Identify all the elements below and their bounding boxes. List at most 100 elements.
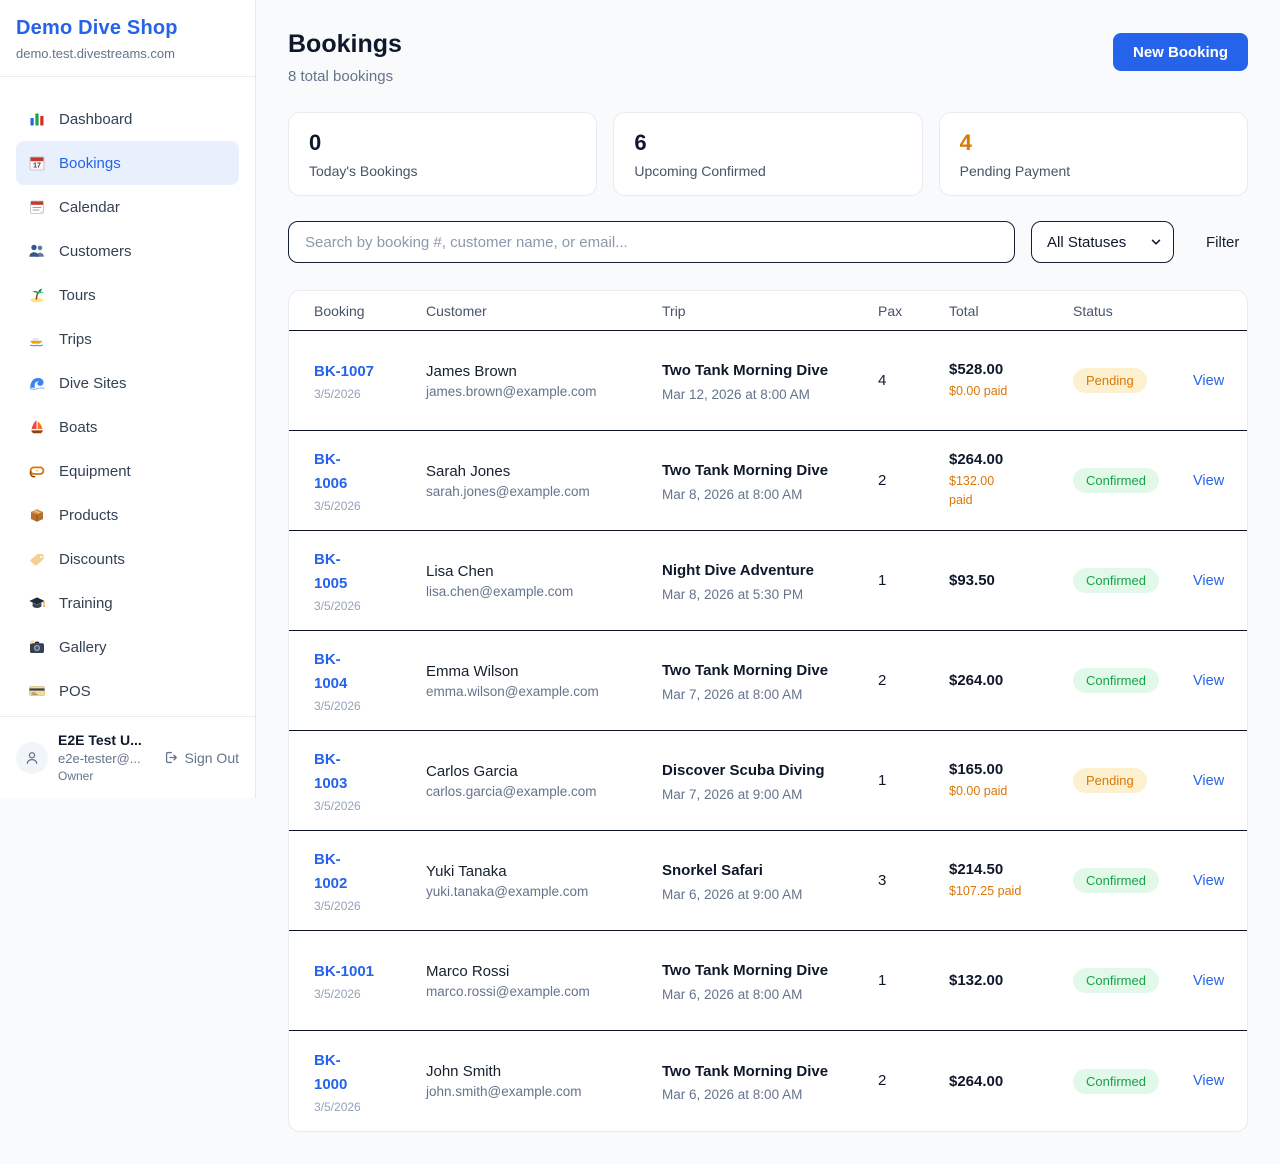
view-link[interactable]: View: [1193, 372, 1225, 389]
trip-cell: Two Tank Morning Dive Mar 7, 2026 at 8:00…: [662, 659, 878, 701]
status-cell: Confirmed: [1073, 668, 1193, 693]
sidebar-item-discounts[interactable]: Discounts: [16, 537, 239, 581]
trip-name: Night Dive Adventure: [662, 562, 814, 580]
actions-cell: View: [1193, 1072, 1247, 1090]
table-header-row: Booking Customer Trip Pax Total Status: [289, 291, 1247, 331]
customer-cell: Lisa Chen lisa.chen@example.com: [426, 563, 662, 599]
pax-value: 1: [878, 971, 887, 989]
customer-cell: John Smith john.smith@example.com: [426, 1063, 662, 1099]
customer-cell: Carlos Garcia carlos.garcia@example.com: [426, 763, 662, 799]
sidebar-item-pos[interactable]: POS: [16, 669, 239, 713]
status-select[interactable]: All Statuses: [1031, 221, 1174, 263]
customers-icon: [28, 242, 46, 260]
customer-name: John Smith: [426, 1063, 502, 1080]
sidebar-item-label: Customers: [59, 242, 132, 260]
sidebar-item-trips[interactable]: Trips: [16, 317, 239, 361]
main-content: Bookings 8 total bookings New Booking 0 …: [256, 0, 1280, 1164]
actions-cell: View: [1193, 372, 1247, 390]
booking-id-link[interactable]: BK-1001: [314, 963, 375, 980]
status-badge: Pending: [1073, 368, 1147, 393]
column-header-trip: Trip: [662, 302, 686, 319]
new-booking-button[interactable]: New Booking: [1112, 33, 1248, 71]
total-amount: $132.00: [949, 972, 1004, 989]
stat-label: Upcoming Confirmed: [634, 163, 766, 179]
status-cell: Confirmed: [1073, 1068, 1193, 1094]
booking-cell: BK-1007 3/5/2026: [314, 360, 426, 401]
table-row: BK- 1004 3/5/2026 Emma Wilson emma.wilson@ex…: [289, 631, 1247, 731]
trip-datetime: Mar 8, 2026 at 5:30 PM: [662, 586, 804, 602]
booking-id-link[interactable]: BK- 1006: [314, 451, 348, 492]
total-amount: $264.00: [949, 672, 1004, 689]
booking-id-link[interactable]: BK-1007: [314, 363, 375, 380]
trip-name: Two Tank Morning Dive: [662, 662, 829, 680]
stat-card-todays-bookings: 0 Today's Bookings: [288, 112, 598, 196]
stat-card-pending-payment: 4 Pending Payment: [938, 112, 1248, 196]
filter-button[interactable]: Filter: [1206, 233, 1240, 251]
booking-id-link[interactable]: BK- 1002: [314, 851, 348, 892]
view-link[interactable]: View: [1193, 972, 1225, 989]
sidebar-item-bookings[interactable]: 17 Bookings: [16, 141, 239, 185]
sidebar-item-customers[interactable]: Customers: [16, 229, 239, 273]
sidebar-item-calendar[interactable]: Calendar: [16, 185, 239, 229]
booking-cell: BK- 1004 3/5/2026: [314, 648, 426, 713]
booking-id-link[interactable]: BK- 1000: [314, 1051, 348, 1093]
customer-email: carlos.garcia@example.com: [426, 783, 597, 799]
total-cell: $264.00: [949, 1073, 1073, 1090]
trip-name: Two Tank Morning Dive: [662, 462, 829, 480]
tours-icon: [28, 286, 46, 304]
booking-id-link[interactable]: BK- 1003: [314, 751, 348, 792]
status-cell: Pending: [1073, 768, 1193, 793]
dive-sites-icon: [28, 374, 46, 392]
trip-datetime: Mar 8, 2026 at 8:00 AM: [662, 486, 803, 502]
trip-cell: Two Tank Morning Dive Mar 8, 2026 at 8:00…: [662, 459, 878, 501]
pax-cell: 1: [878, 972, 949, 990]
sign-out-button[interactable]: Sign Out: [162, 749, 239, 766]
view-link[interactable]: View: [1193, 872, 1225, 889]
view-link[interactable]: View: [1193, 472, 1225, 489]
sidebar-item-training[interactable]: Training: [16, 581, 239, 625]
customer-email: emma.wilson@example.com: [426, 683, 599, 699]
status-cell: Confirmed: [1073, 968, 1193, 993]
trip-name: Two Tank Morning Dive: [662, 1062, 829, 1080]
customer-name: James Brown: [426, 362, 517, 380]
user-email: e2e-tester@...: [58, 751, 141, 767]
sidebar-item-products[interactable]: Products: [16, 493, 239, 537]
total-cell: $264.00: [949, 672, 1073, 689]
page-header: Bookings 8 total bookings New Booking: [288, 30, 1248, 85]
booking-cell: BK- 1003 3/5/2026: [314, 748, 426, 813]
customer-name: Sarah Jones: [426, 462, 511, 480]
view-link[interactable]: View: [1193, 772, 1225, 789]
stats-cards: 0 Today's Bookings 6 Upcoming Confirmed …: [288, 112, 1248, 196]
paid-amount: $0.00 paid: [949, 383, 1008, 398]
sidebar-item-gallery[interactable]: Gallery: [16, 625, 239, 669]
trip-cell: Discover Scuba Diving Mar 7, 2026 at 9:00…: [662, 759, 878, 801]
bookings-table: Booking Customer Trip Pax Total Status B…: [288, 290, 1248, 1132]
view-link[interactable]: View: [1193, 1073, 1225, 1089]
trip-datetime: Mar 7, 2026 at 8:00 AM: [662, 686, 803, 702]
status-badge: Confirmed: [1073, 968, 1159, 993]
status-cell: Confirmed: [1073, 868, 1193, 893]
customer-cell: Emma Wilson emma.wilson@example.com: [426, 663, 662, 699]
user-icon: [26, 751, 38, 764]
view-link[interactable]: View: [1193, 672, 1225, 689]
sidebar-item-tours[interactable]: Tours: [16, 273, 239, 317]
sidebar-item-dive-sites[interactable]: Dive Sites: [16, 361, 239, 405]
booking-date: 3/5/2026: [314, 387, 361, 401]
sidebar-item-boats[interactable]: Boats: [16, 405, 239, 449]
sidebar-item-label: Bookings: [59, 154, 121, 172]
booking-id-link[interactable]: BK- 1004: [314, 651, 348, 692]
pax-value: 1: [878, 771, 887, 789]
booking-date: 3/5/2026: [314, 599, 361, 613]
total-amount: $165.00: [949, 760, 1004, 778]
search-input[interactable]: [288, 221, 1015, 263]
trip-cell: Two Tank Morning Dive Mar 12, 2026 at 8:0…: [662, 359, 878, 401]
trip-datetime: Mar 12, 2026 at 8:00 AM: [662, 386, 810, 402]
actions-cell: View: [1193, 572, 1247, 590]
sidebar-item-dashboard[interactable]: Dashboard: [16, 97, 239, 141]
sidebar-item-equipment[interactable]: Equipment: [16, 449, 239, 493]
booking-id-link[interactable]: BK- 1005: [314, 551, 348, 592]
trip-cell: Two Tank Morning Dive Mar 6, 2026 at 8:00…: [662, 959, 878, 1001]
user-name: E2E Test U...: [58, 732, 142, 749]
view-link[interactable]: View: [1193, 572, 1225, 589]
pax-value: 3: [878, 871, 887, 889]
